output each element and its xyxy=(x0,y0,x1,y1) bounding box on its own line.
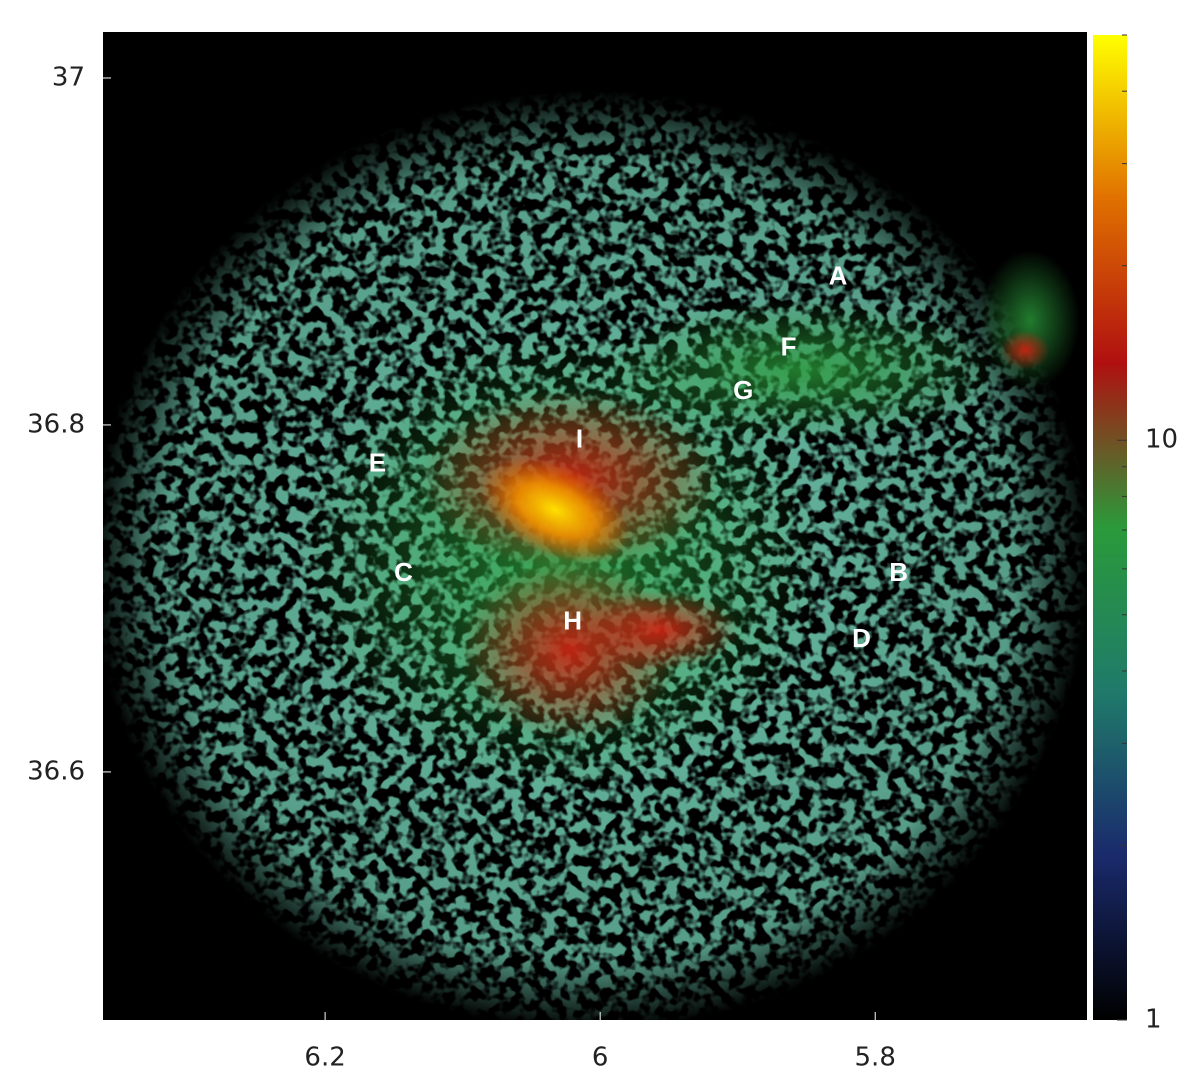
annotation: C xyxy=(394,557,413,587)
colorbar xyxy=(1093,35,1127,1020)
annotation: A xyxy=(829,260,848,290)
colorbar-tick-label: 1 xyxy=(1145,1005,1162,1035)
x-tick-label: 5.8 xyxy=(855,1043,896,1073)
colorbar-tick-label: 10 xyxy=(1145,425,1178,455)
y-tick-label: 36.8 xyxy=(27,409,85,439)
annotation: G xyxy=(733,375,753,405)
x-tick-label: 6 xyxy=(592,1043,609,1073)
annotation: D xyxy=(852,623,871,653)
annotation: I xyxy=(576,423,583,453)
x-tick-label: 6.2 xyxy=(304,1043,345,1073)
annotation: H xyxy=(563,606,582,636)
annotation: B xyxy=(889,557,908,587)
annotation: E xyxy=(369,448,386,478)
annotation: F xyxy=(781,331,797,361)
emission xyxy=(103,32,1087,1020)
y-tick-label: 37 xyxy=(52,62,85,92)
y-tick-label: 36.6 xyxy=(27,756,85,786)
